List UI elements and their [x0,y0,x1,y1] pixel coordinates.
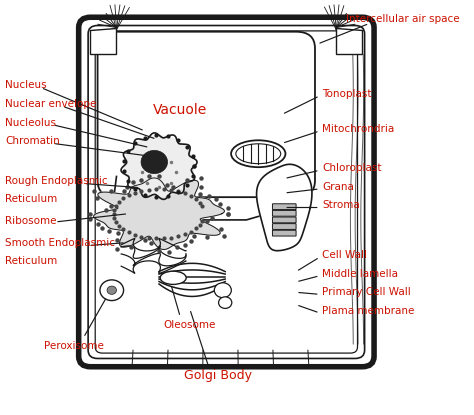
Circle shape [219,297,232,308]
Text: Tonoplast: Tonoplast [322,89,372,99]
FancyBboxPatch shape [273,204,296,210]
Text: Reticulum: Reticulum [5,194,58,204]
Text: Rough Endoplasmic: Rough Endoplasmic [5,176,108,186]
Text: Nucleus: Nucleus [5,81,47,90]
Text: Primary Cell Wall: Primary Cell Wall [322,287,411,297]
Circle shape [124,135,194,197]
FancyBboxPatch shape [273,210,296,216]
Polygon shape [256,164,312,251]
Ellipse shape [160,271,186,284]
Text: Nucleolus: Nucleolus [5,118,56,128]
Text: Plama membrane: Plama membrane [322,306,414,316]
Text: Grana: Grana [322,182,354,192]
Text: Stroma: Stroma [322,200,360,210]
Text: Intercellular air space: Intercellular air space [346,14,459,24]
Text: Chromatin: Chromatin [5,136,60,146]
FancyBboxPatch shape [273,217,296,223]
Circle shape [214,283,231,298]
Text: Cell Wall: Cell Wall [322,250,367,260]
Text: Golgi Body: Golgi Body [184,369,252,381]
Text: Mitochrondria: Mitochrondria [322,124,394,134]
FancyBboxPatch shape [88,25,365,359]
Text: Ribosome: Ribosome [5,216,57,226]
Text: Vacuole: Vacuole [153,103,208,117]
Text: Reticulum: Reticulum [5,256,58,266]
Text: Peroxisome: Peroxisome [44,341,104,351]
Polygon shape [91,27,117,54]
Text: Nuclear envelope: Nuclear envelope [5,99,97,109]
Circle shape [100,280,124,300]
Text: Smooth Endoplasmic: Smooth Endoplasmic [5,238,116,248]
Polygon shape [114,176,296,232]
Polygon shape [93,178,224,249]
Circle shape [141,150,167,173]
Text: Oleosome: Oleosome [164,320,216,330]
FancyBboxPatch shape [273,224,296,229]
Text: Middle lamella: Middle lamella [322,269,398,279]
Text: Chloroplast: Chloroplast [322,163,382,173]
Polygon shape [336,27,362,54]
Circle shape [107,286,117,294]
Ellipse shape [231,140,285,167]
FancyBboxPatch shape [273,230,296,236]
FancyBboxPatch shape [98,32,315,197]
